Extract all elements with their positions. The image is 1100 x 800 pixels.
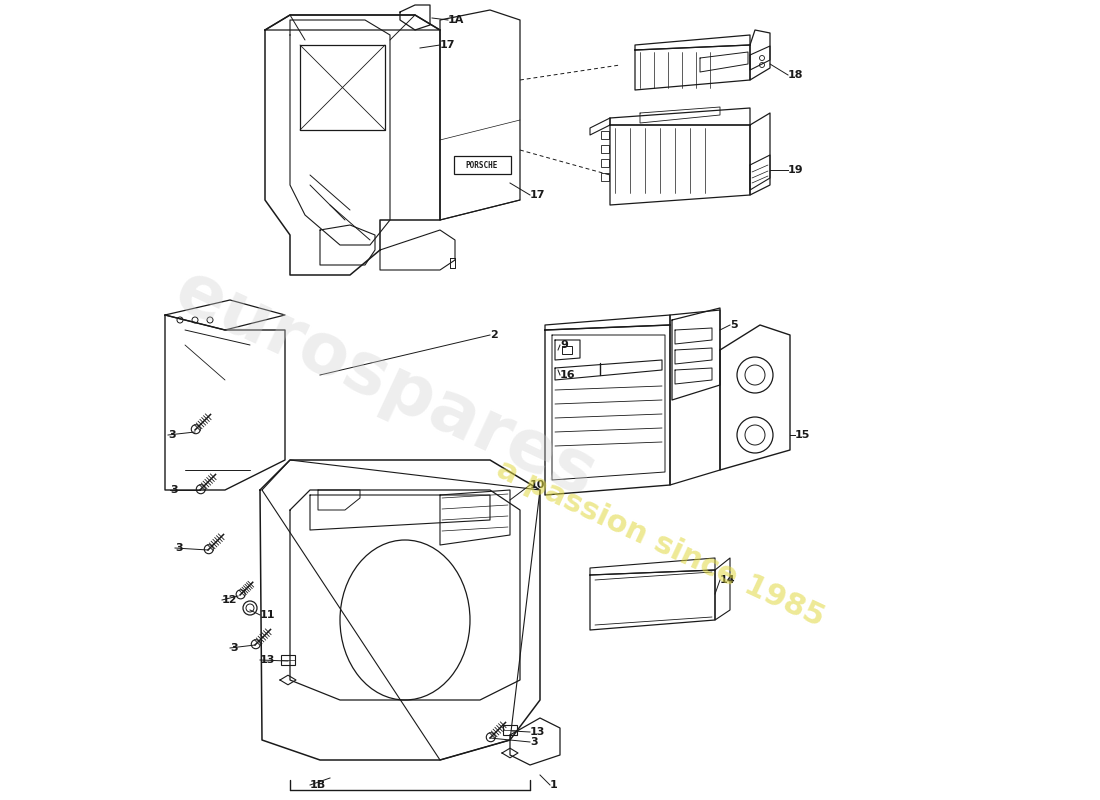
Bar [601, 131, 609, 139]
Bar [601, 159, 609, 167]
Text: 12: 12 [222, 595, 238, 605]
Text: 1B: 1B [310, 780, 326, 790]
Text: 3: 3 [530, 737, 538, 747]
Text: 5: 5 [730, 320, 738, 330]
Text: 3: 3 [175, 543, 183, 553]
Text: 1: 1 [550, 780, 558, 790]
Text: PORSCHE: PORSCHE [465, 161, 498, 170]
Text: 3: 3 [230, 643, 238, 653]
Text: 14: 14 [720, 575, 736, 585]
Text: 1A: 1A [448, 15, 464, 25]
Text: 15: 15 [795, 430, 811, 440]
Text: 9: 9 [560, 340, 568, 350]
Bar [601, 173, 609, 181]
Text: a passion since 1985: a passion since 1985 [492, 455, 828, 633]
Text: eurospares: eurospares [164, 256, 606, 512]
Bar [503, 725, 517, 735]
Text: 2: 2 [490, 330, 497, 340]
Text: 3: 3 [168, 430, 176, 440]
Text: 17: 17 [440, 40, 455, 50]
Text: 17: 17 [530, 190, 546, 200]
Text: 13: 13 [530, 727, 546, 737]
Text: 19: 19 [788, 165, 804, 175]
Bar [280, 655, 295, 665]
Text: 16: 16 [560, 370, 575, 380]
Text: 13: 13 [260, 655, 275, 665]
Bar [601, 145, 609, 153]
Text: 3: 3 [170, 485, 177, 495]
Text: 11: 11 [260, 610, 275, 620]
Bar [562, 346, 572, 354]
Text: 10: 10 [530, 480, 546, 490]
Text: 18: 18 [788, 70, 803, 80]
